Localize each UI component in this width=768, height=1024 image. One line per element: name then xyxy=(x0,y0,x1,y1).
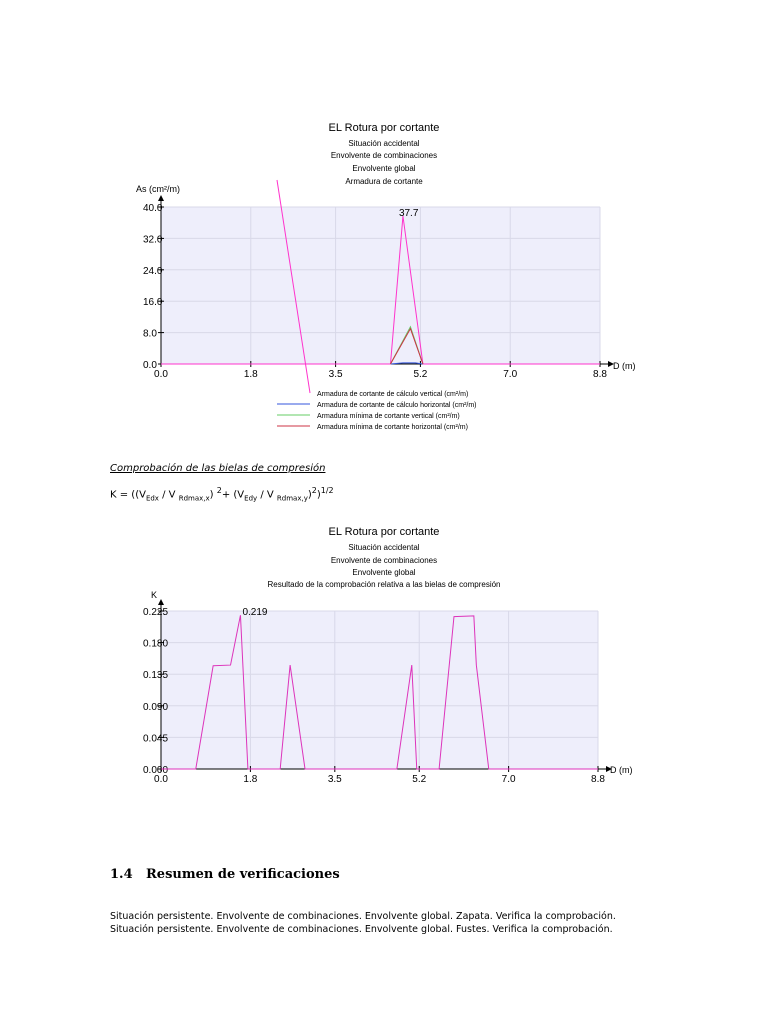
chart2-title: EL Rotura por cortante xyxy=(328,526,440,538)
formula-sub: Edy xyxy=(244,494,258,503)
chart2-plot-background xyxy=(161,611,598,769)
chart1-ylabel: As (cm²/m) xyxy=(136,184,180,194)
chart2-ytick-label: 0.090 xyxy=(143,702,168,713)
chart1-ytick-label: 8.0 xyxy=(143,329,157,340)
chart2-xtick-label: 5.2 xyxy=(412,774,426,785)
formula-part: + (V xyxy=(221,489,245,501)
chart1-xtick-label: 7.0 xyxy=(503,369,517,380)
chart2-xtick-label: 0.0 xyxy=(154,774,168,785)
formula-sup: 2 xyxy=(216,486,222,495)
chart1-ytick-label: 0.0 xyxy=(143,360,157,371)
chart1-xtick-label: 8.8 xyxy=(593,369,607,380)
chart2-xlabel: D (m) xyxy=(610,765,633,775)
chart1-xtick-label: 3.5 xyxy=(329,369,343,380)
chart2-ytick-label: 0.225 xyxy=(143,607,168,618)
chart1-ytick-label: 16.0 xyxy=(143,297,163,308)
chart1-x-axis-arrow xyxy=(608,361,614,367)
chart1-xlabel: D (m) xyxy=(613,361,636,371)
chart1-xtick-label: 5.2 xyxy=(413,369,427,380)
chart2-subtitle-1: Situación accidental xyxy=(348,543,420,552)
chart1-series-line-4 xyxy=(390,327,424,365)
chart2-xtick-label: 3.5 xyxy=(328,774,342,785)
chart1-plot-area: 0.0 8.0 16.0 24.0 32.0 40.0 0.0 1.8 3.5 5.2 7.0 8.8… xyxy=(143,195,614,380)
chart2-subtitle-4: Resultado de la comprobación relativa a … xyxy=(267,580,501,589)
legend-label-3: Armadura mínima de cortante vertical (cm… xyxy=(317,413,460,420)
chart1-plot-background xyxy=(161,207,600,364)
chart1-subtitle-1: Situación accidental xyxy=(348,139,420,148)
formula-part: ) xyxy=(307,489,312,501)
chart2-ytick-label: 0.135 xyxy=(143,670,168,681)
chart1-xtick-label: 1.8 xyxy=(244,369,258,380)
chart2-plot: 0.000 0.045 0.090 0.135 0.180 0.225 0.0 1.8 3.5 5… xyxy=(143,590,633,785)
chart1-ytick-label: 40.0 xyxy=(143,203,163,214)
summary-line-1: Situación persistente. Envolvente de com… xyxy=(110,911,616,922)
formula-sup: 2 xyxy=(311,486,317,495)
section-title: Resumen de verificaciones xyxy=(146,867,340,882)
chart2-xtick-label: 7.0 xyxy=(502,774,516,785)
chart1-y-axis-arrow xyxy=(158,195,164,201)
formula-part: ) xyxy=(209,489,217,501)
chart1-series-line-1 xyxy=(161,215,600,365)
chart1-subtitle-2: Envolvente de combinaciones xyxy=(330,151,438,160)
chart1-ytick-label: 32.0 xyxy=(143,234,163,245)
chart2-y-axis-arrow xyxy=(158,599,164,605)
formula-k: K = ((VEdx / V Rdmax,x) 2+ (VEdy / V Rdm… xyxy=(110,486,334,502)
chart2-x-axis-arrow xyxy=(606,766,612,772)
section-heading: 1.4 Resumen de verificaciones xyxy=(110,867,340,882)
chart1-plot: 0.0 8.0 16.0 24.0 32.0 40.0 0.0 1.8 3.5 5.2 7.0 8.8… xyxy=(136,179,636,431)
chart2-ytick-label: 0.045 xyxy=(143,733,168,744)
chart2-series-line-1 xyxy=(161,615,598,770)
formula-part: / V xyxy=(257,489,277,501)
legend-label-4: Armadura mínima de cortante horizontal (… xyxy=(317,424,468,431)
legend-swatch-1 xyxy=(276,179,311,394)
formula-sub: Rdmax,x xyxy=(178,494,210,503)
chart2-subtitle-3: Envolvente global xyxy=(352,568,416,577)
chart1-legend: Armadura de cortante de cálculo vertical… xyxy=(276,179,477,431)
chart2-xtick-label: 8.8 xyxy=(591,774,605,785)
chart1-subtitle-4: Armadura de cortante xyxy=(345,177,423,186)
chart2-xtick-label: 1.8 xyxy=(243,774,257,785)
formula-sub: Rdmax,y xyxy=(276,494,308,503)
formula-sub: Edx xyxy=(145,494,159,503)
chart1-title: EL Rotura por cortante xyxy=(328,122,440,134)
chart1-peak-label: 37.7 xyxy=(399,208,419,219)
formula-part: / V xyxy=(158,489,179,501)
chart2-plot-area: 0.000 0.045 0.090 0.135 0.180 0.225 0.0 1.8 3.5 5… xyxy=(143,599,612,785)
section-number: 1.4 xyxy=(110,867,133,882)
chart2-ylabel: K xyxy=(151,590,157,600)
chart2-ytick-label: 0.000 xyxy=(143,765,168,776)
chart2-subtitle-2: Envolvente de combinaciones xyxy=(330,556,438,565)
formula-part: K = ((V xyxy=(110,489,146,501)
chart1-series-line-2 xyxy=(390,362,423,365)
chart2-ytick-label: 0.180 xyxy=(143,639,168,650)
chart1-subtitle-3: Envolvente global xyxy=(352,164,416,173)
legend-label-2: Armadura de cortante de cálculo horizont… xyxy=(317,402,477,409)
legend-label-1: Armadura de cortante de cálculo vertical… xyxy=(317,391,468,398)
summary-line-2: Situación persistente. Envolvente de com… xyxy=(110,924,613,935)
chart1-xtick-label: 0.0 xyxy=(154,369,168,380)
formula-part: ) xyxy=(316,489,321,501)
formula-sup: 1/2 xyxy=(320,486,334,495)
chart2-peak-label: 0.219 xyxy=(242,607,267,618)
chart1-ytick-label: 24.0 xyxy=(143,266,163,277)
subsection-title: Comprobación de las bielas de compresión xyxy=(110,463,326,474)
